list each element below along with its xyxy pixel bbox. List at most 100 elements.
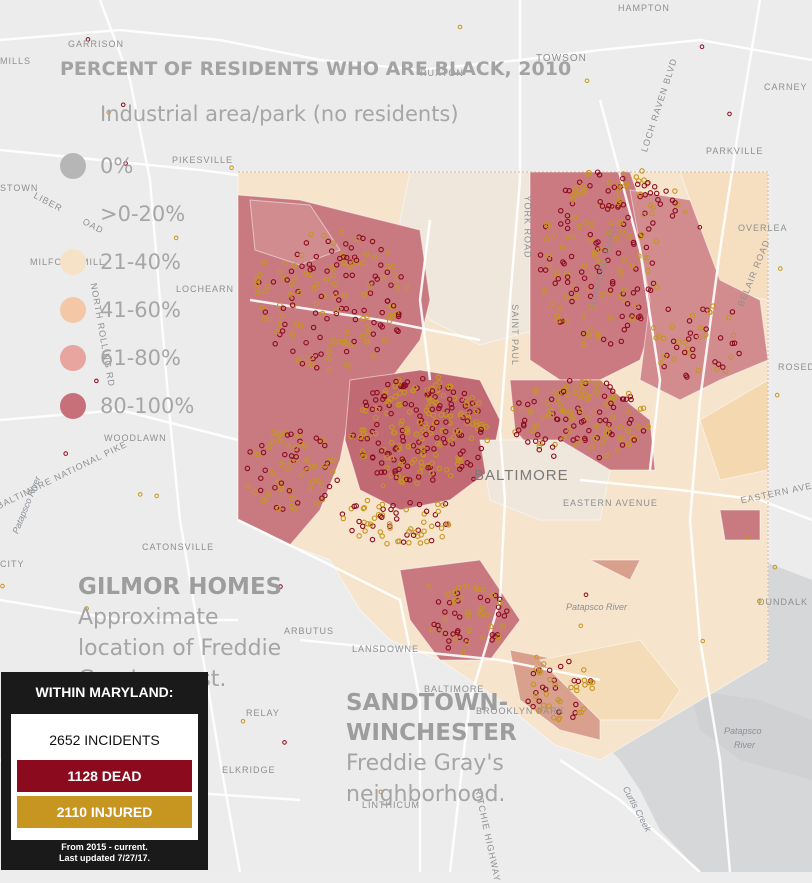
incident-dot <box>633 266 639 272</box>
incident-dot <box>297 428 303 435</box>
incident-dot <box>329 342 335 348</box>
incident-dot <box>374 406 381 413</box>
incident-dot <box>378 469 385 476</box>
incident-dot <box>410 532 417 538</box>
incident-dot <box>255 289 261 296</box>
incident-dot <box>397 390 403 396</box>
incident-dot <box>580 313 587 319</box>
place-label-ruxton: RUXTON <box>420 68 464 78</box>
incident-dot <box>364 313 371 320</box>
incident-dot <box>343 254 350 261</box>
incident-dot <box>442 616 449 622</box>
incident-dot <box>653 238 660 245</box>
incident-dot <box>564 279 571 285</box>
incident-dot <box>573 286 580 293</box>
incident-dot <box>359 427 365 433</box>
incident-dot <box>424 538 430 545</box>
incident-dot <box>729 309 736 315</box>
incident-dot <box>578 269 585 275</box>
incident-dot <box>596 268 603 275</box>
place-label-patapsco-river-2: Patapsco <box>724 726 762 736</box>
incident-dot <box>606 179 612 186</box>
incident-dot <box>645 180 651 186</box>
incident-dot <box>292 445 299 451</box>
incident-dot <box>364 324 371 330</box>
incident-dot <box>384 298 391 304</box>
incident-dot <box>381 469 388 475</box>
incident-dot <box>609 278 616 285</box>
incident-dot <box>266 316 273 323</box>
incident-dot <box>450 389 457 395</box>
incident-dot <box>700 306 706 312</box>
road-label-saint-paul: SAINT PAUL <box>509 304 520 366</box>
incident-dot <box>555 317 561 323</box>
legend-item-label: 0% <box>100 154 134 178</box>
incident-dot <box>416 501 423 508</box>
incident-dot <box>533 423 540 429</box>
incident-dot <box>467 462 474 468</box>
incident-dot <box>469 394 475 401</box>
legend-items: 0% >0-20% 21-40% 41-60% 61-80% 80-100% <box>60 142 194 430</box>
incident-dot <box>308 354 315 361</box>
incident-dot <box>561 260 567 267</box>
incident-dot <box>365 329 371 335</box>
incident-dot <box>257 487 264 494</box>
incident-dot <box>454 590 461 596</box>
incident-dot <box>402 401 408 407</box>
incident-dot <box>558 221 564 227</box>
incident-dot <box>635 314 642 320</box>
incident-dot <box>617 424 623 430</box>
incident-dot <box>388 410 394 417</box>
incident-dot <box>593 423 600 430</box>
incident-dot <box>663 188 669 194</box>
incident-dot <box>580 333 587 339</box>
incident-dot <box>478 421 485 428</box>
incident-dot <box>614 447 621 453</box>
incident-dot <box>457 24 463 30</box>
incident-dot <box>399 434 406 440</box>
incident-dot <box>492 592 499 599</box>
incident-dot <box>710 303 716 309</box>
incident-dot <box>375 440 382 446</box>
incident-dot <box>435 501 441 508</box>
incident-dot <box>536 443 543 449</box>
incident-dot <box>525 439 531 445</box>
incident-dot <box>545 252 552 259</box>
incident-dot <box>465 612 472 619</box>
incident-dot <box>291 506 298 512</box>
incident-dot <box>757 598 762 604</box>
incident-dot <box>361 292 368 298</box>
incident-dot <box>685 336 692 342</box>
incident-dot <box>173 235 179 241</box>
incident-dot <box>642 255 648 261</box>
incident-dot <box>444 591 451 598</box>
incident-dot <box>601 393 608 399</box>
incident-dot <box>434 435 440 441</box>
stats-panel: 2652 INCIDENTS 1128 DEAD 2110 INJURED <box>11 714 198 840</box>
incident-dot <box>431 446 437 452</box>
incident-dot <box>633 302 639 309</box>
incident-dot <box>646 226 652 232</box>
place-label-carney: CARNEY <box>764 82 808 92</box>
place-label-overlea: OVERLEA <box>738 223 788 233</box>
incident-dot <box>386 314 392 320</box>
incident-dot <box>636 253 642 259</box>
incident-dot <box>440 392 447 399</box>
incident-dot <box>524 401 531 408</box>
incident-dot <box>378 460 385 466</box>
incident-dot <box>537 252 544 258</box>
incident-dot <box>413 431 420 437</box>
incident-dot <box>610 414 616 421</box>
incident-dot <box>536 446 543 453</box>
incident-dot <box>123 161 128 166</box>
incident-dot <box>280 305 287 312</box>
incident-dot <box>544 221 550 228</box>
incident-dot <box>277 302 283 308</box>
incident-dot <box>430 477 436 483</box>
incident-dot <box>464 640 470 646</box>
incident-dot <box>542 436 549 442</box>
incident-dot <box>495 604 502 610</box>
legend-swatch <box>60 249 86 275</box>
incident-dot <box>632 436 639 442</box>
incident-dot <box>728 354 734 360</box>
